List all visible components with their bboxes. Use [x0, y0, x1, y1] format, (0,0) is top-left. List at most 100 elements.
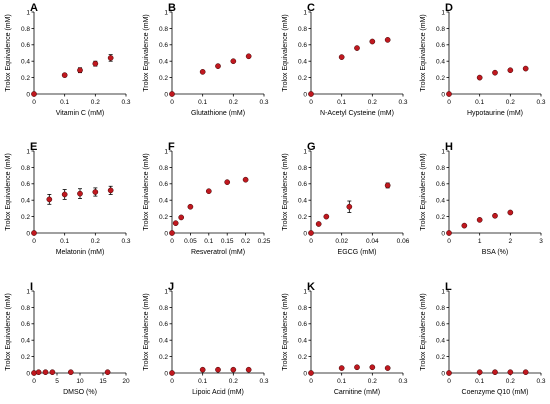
y-tick-label: 0.2 [298, 214, 307, 221]
x-tick-label: 0.2 [506, 99, 515, 106]
x-axis-label: N-Acetyl Cysteine (mM) [320, 110, 394, 117]
y-tick-label: 1 [303, 9, 307, 16]
data-point [169, 91, 175, 97]
x-axis-label: Carnitine (mM) [334, 389, 380, 396]
y-tick-label: 0.2 [436, 75, 445, 82]
y-tick-label: 0.2 [159, 75, 168, 82]
y-tick-label: 0.4 [298, 198, 307, 205]
x-tick-label: 0.05 [184, 238, 197, 245]
y-tick-label: 0.2 [159, 214, 168, 221]
data-point [476, 74, 483, 81]
y-tick-label: 1 [26, 9, 30, 16]
y-tick-label: 0.8 [21, 26, 30, 33]
data-point [199, 69, 206, 75]
data-point [369, 364, 376, 371]
data-point [199, 366, 206, 373]
y-tick-label: 0.8 [159, 26, 168, 33]
x-tick-label: 0.3 [259, 99, 268, 106]
x-tick-label: 2 [509, 238, 513, 245]
x-tick-label: 0.2 [229, 99, 238, 106]
data-point [230, 58, 237, 65]
x-tick-label: 0.15 [221, 238, 234, 245]
y-tick-label: 0 [164, 370, 168, 377]
y-tick-label: 0.2 [298, 354, 307, 361]
x-tick-label: 0 [170, 378, 174, 385]
x-axis-label: Hypotaurine (mM) [467, 110, 523, 117]
data-point [31, 230, 37, 236]
x-tick-label: 0.1 [475, 378, 484, 385]
x-tick-label: 0 [170, 238, 174, 245]
x-axis-label: Glutathione (mM) [191, 110, 245, 117]
y-tick-label: 0.8 [436, 305, 445, 312]
panel-c: 0 0.2 0.4 0.6 0.8 1 0 0.1 0.2 0.3 C N-Acetyl Cystei… [282, 2, 408, 117]
y-tick-label: 0.6 [159, 181, 168, 188]
y-tick-label: 0.2 [298, 75, 307, 82]
x-tick-label: 0.3 [536, 378, 545, 385]
y-tick-label: 0.8 [21, 165, 30, 172]
x-axis-label: Melatonin (mM) [56, 249, 105, 256]
y-tick-label: 0.6 [159, 321, 168, 328]
data-point [230, 366, 237, 373]
panel-label: C [307, 2, 315, 14]
panel-label: J [168, 281, 174, 293]
data-point [245, 366, 252, 373]
data-point [92, 60, 99, 67]
data-point [507, 369, 514, 376]
y-tick-label: 0.8 [436, 26, 445, 33]
x-tick-label: 0.3 [398, 99, 407, 106]
x-tick-label: 0.3 [536, 99, 545, 106]
data-point [384, 37, 391, 43]
data-point [522, 369, 529, 376]
y-tick-label: 0.6 [298, 42, 307, 49]
data-point [384, 182, 391, 189]
data-point [92, 189, 99, 195]
y-tick-label: 0.6 [436, 181, 445, 188]
x-tick-label: 0.2 [506, 378, 515, 385]
y-tick-label: 0.8 [298, 305, 307, 312]
x-tick-label: 0.25 [258, 238, 271, 245]
x-axis-label: Lipoic Acid (mM) [192, 389, 244, 396]
y-tick-label: 1 [164, 288, 168, 295]
data-point [492, 369, 498, 376]
y-tick-label: 0.6 [298, 321, 307, 328]
panel-label: D [445, 2, 453, 14]
panel-b: 0 0.2 0.4 0.6 0.8 1 0 0.1 0.2 0.3 B Glutathione (mM… [143, 2, 269, 117]
data-point [245, 53, 252, 60]
y-tick-label: 0.4 [21, 338, 30, 345]
data-point [107, 187, 114, 194]
x-tick-label: 0.1 [198, 378, 207, 385]
x-tick-label: 0 [309, 238, 313, 245]
data-point [461, 222, 468, 229]
panel-label: K [307, 281, 315, 293]
panel-d: 0 0.2 0.4 0.6 0.8 1 0 0.1 0.2 0.3 D Hypotaurine (mM… [420, 2, 546, 117]
y-tick-label: 1 [441, 288, 445, 295]
x-tick-label: 0.1 [204, 238, 213, 245]
x-tick-label: 3 [539, 238, 543, 245]
data-point [476, 369, 483, 376]
panel-f: 0 0.2 0.4 0.6 0.8 1 0 0.05 0.1 0.15 0.2 0.25 F Resver… [143, 141, 271, 256]
y-tick-label: 0.6 [436, 42, 445, 49]
panel-label: H [445, 141, 453, 153]
data-point [42, 369, 49, 376]
x-tick-label: 0 [447, 238, 451, 245]
data-point [77, 67, 83, 74]
y-tick-label: 1 [26, 148, 30, 155]
data-point [31, 370, 37, 376]
x-axis-label: Resveratrol (mM) [191, 249, 245, 256]
x-tick-label: 0.2 [368, 378, 377, 385]
x-tick-label: 0.1 [198, 99, 207, 106]
data-point [507, 67, 514, 74]
y-tick-label: 0.8 [436, 165, 445, 172]
y-tick-label: 0.6 [21, 181, 30, 188]
y-tick-label: 0 [164, 230, 168, 237]
x-tick-label: 0 [309, 99, 313, 106]
data-point [178, 214, 185, 221]
data-point [446, 91, 452, 97]
y-tick-label: 0.4 [436, 338, 445, 345]
data-point [187, 203, 194, 210]
panel-h: 0 0.2 0.4 0.6 0.8 1 0 1 2 3 H BSA (%) Trolox Equival… [420, 141, 543, 256]
y-tick-label: 0 [441, 91, 445, 98]
y-axis-label: Trolox Equivalence (mM) [282, 14, 289, 92]
y-tick-label: 0 [26, 370, 30, 377]
